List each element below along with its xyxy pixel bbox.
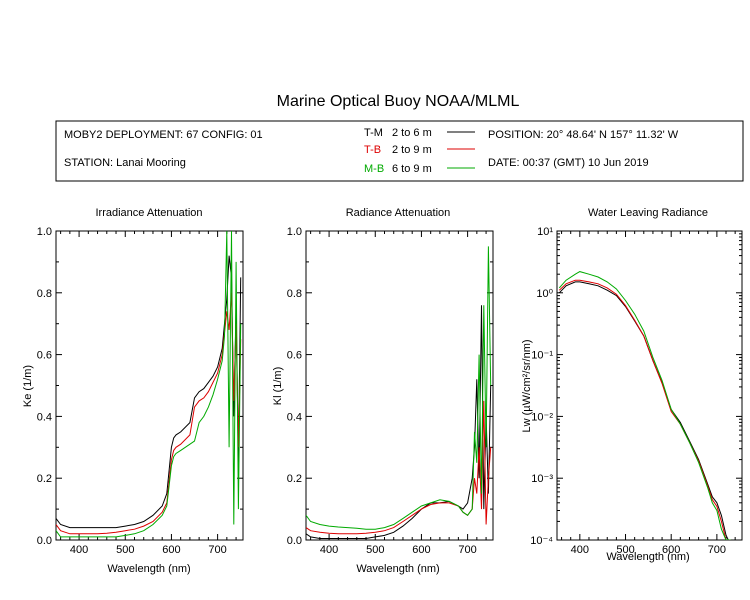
y-tick-label: 10⁻² <box>531 411 553 423</box>
radiance-attenuation-panel: Radiance Attenuation Wavelength (nm) Kl … <box>272 207 494 575</box>
plot-frame <box>556 230 743 541</box>
legend-range-mb: 6 to 9 m <box>392 163 432 175</box>
x-axis-label: Wavelength (nm) <box>606 551 689 563</box>
y-tick-label: 0.0 <box>37 535 52 547</box>
y-tick-label: 10⁻¹ <box>531 350 553 362</box>
y-tick-label: 1.0 <box>287 226 302 238</box>
legend-tag-tb: T-B <box>364 144 381 156</box>
legend-tag-mb: M-B <box>364 163 384 175</box>
y-axis-label: Kl (1/m) <box>272 367 284 406</box>
x-tick-label: 400 <box>70 544 88 556</box>
series-line-m-b <box>306 246 492 530</box>
y-axis-label: Lw (µW/cm²/sr/nm) <box>521 339 533 432</box>
y-axis-label: Ke (1/m) <box>22 365 34 407</box>
x-tick-label: 500 <box>366 544 384 556</box>
y-tick-label: 1.0 <box>37 226 52 238</box>
plot-frame <box>305 230 494 541</box>
x-axis-label: Wavelength (nm) <box>107 563 190 575</box>
figure-title: Marine Optical Buoy NOAA/MLML <box>277 93 520 110</box>
x-tick-label: 600 <box>162 544 180 556</box>
series-line-t-m <box>56 255 242 529</box>
y-tick-label: 0.6 <box>287 350 302 362</box>
legend-range-tb: 2 to 9 m <box>392 144 432 156</box>
plot-frame <box>55 230 244 541</box>
date-text: DATE: 00:37 (GMT) 10 Jun 2019 <box>488 157 649 169</box>
water-leaving-radiance-panel: Water Leaving Radiance Wavelength (nm) L… <box>521 207 743 563</box>
legend-range-tm: 2 to 6 m <box>392 127 432 139</box>
position-text: POSITION: 20° 48.64' N 157° 11.32' W <box>488 129 679 141</box>
station-text: STATION: Lanai Mooring <box>64 157 186 169</box>
series-line-t-m <box>558 281 731 540</box>
panel-title: Radiance Attenuation <box>346 207 451 219</box>
deployment-text: MOBY2 DEPLOYMENT: 67 CONFIG: 01 <box>64 129 263 141</box>
y-tick-label: 0.8 <box>37 288 52 300</box>
legend-tag-tm: T-M <box>364 127 383 139</box>
irradiance-attenuation-panel: Irradiance Attenuation Wavelength (nm) K… <box>22 207 244 575</box>
series-line-t-b <box>56 292 242 535</box>
x-tick-label: 700 <box>708 544 726 556</box>
series-line-m-b <box>56 231 242 538</box>
x-tick-label: 400 <box>571 544 589 556</box>
y-tick-label: 0.8 <box>287 288 302 300</box>
info-box: MOBY2 DEPLOYMENT: 67 CONFIG: 01 STATION:… <box>55 120 744 182</box>
x-axis-label: Wavelength (nm) <box>356 563 439 575</box>
y-tick-label: 0.0 <box>287 535 302 547</box>
y-tick-label: 0.6 <box>37 350 52 362</box>
x-tick-label: 600 <box>412 544 430 556</box>
series-line-t-m <box>306 305 492 539</box>
series-line-t-b <box>306 400 492 535</box>
y-tick-label: 10¹ <box>537 226 553 238</box>
x-tick-label: 700 <box>208 544 226 556</box>
series-line-m-b <box>558 271 731 540</box>
x-tick-label: 600 <box>662 544 680 556</box>
series-line-t-b <box>558 279 731 540</box>
x-tick-label: 500 <box>116 544 134 556</box>
y-tick-label: 10⁰ <box>536 288 553 300</box>
y-tick-label: 10⁻³ <box>531 473 553 485</box>
x-tick-label: 500 <box>616 544 634 556</box>
y-tick-label: 0.4 <box>37 411 52 423</box>
panel-title: Water Leaving Radiance <box>588 207 708 219</box>
y-tick-label: 0.2 <box>37 473 52 485</box>
y-tick-label: 0.4 <box>287 411 302 423</box>
x-tick-label: 700 <box>458 544 476 556</box>
y-tick-label: 10⁻⁴ <box>530 535 553 547</box>
panel-title: Irradiance Attenuation <box>95 207 202 219</box>
y-tick-label: 0.2 <box>287 473 302 485</box>
info-box-frame <box>55 120 744 182</box>
x-tick-label: 400 <box>320 544 338 556</box>
